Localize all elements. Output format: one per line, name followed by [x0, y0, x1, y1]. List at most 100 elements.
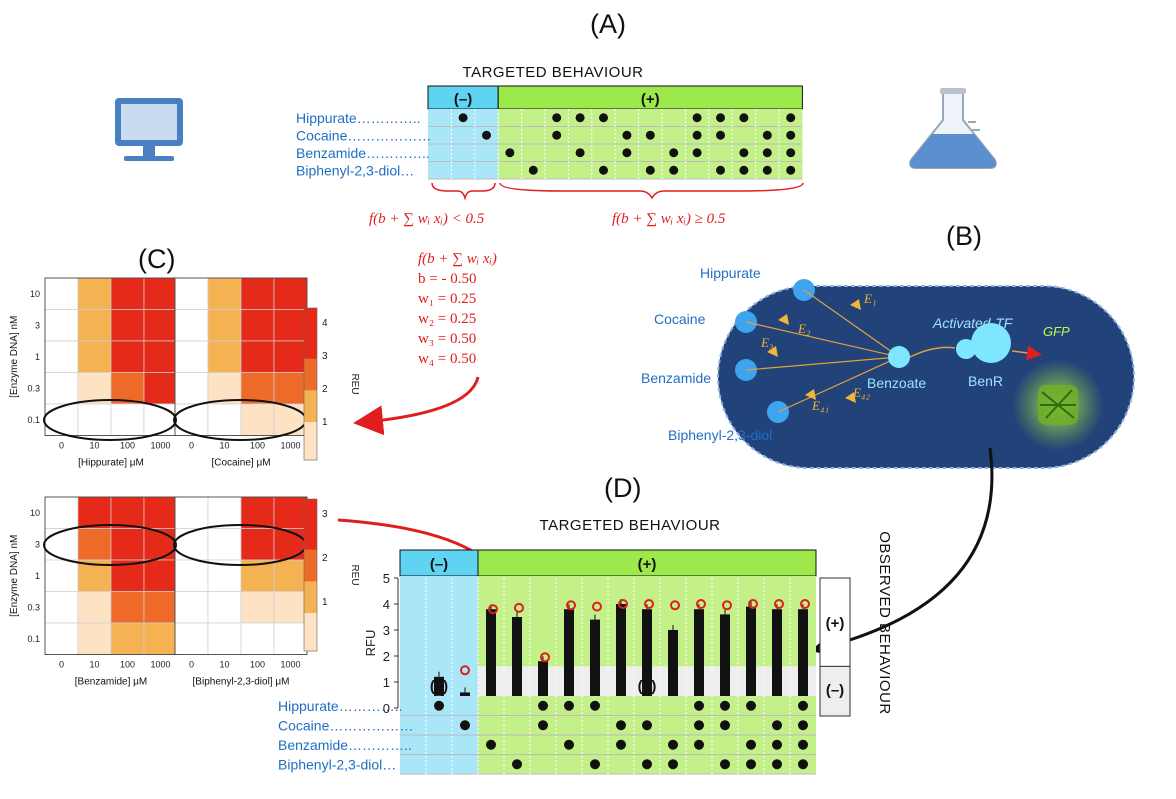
input-dot — [616, 739, 626, 750]
prediction-marker — [514, 602, 524, 613]
heatmap-y-tick: 3 — [35, 539, 40, 549]
colorbar-label: REU — [349, 564, 360, 585]
observed-neg-box — [819, 665, 851, 717]
heatmap-cell — [174, 309, 209, 342]
heatmap-y-tick: 1 — [35, 571, 40, 581]
heatmap-cell — [143, 277, 178, 310]
colorbar-border — [303, 498, 318, 652]
param-2: w₂ = 0.25 — [418, 311, 476, 327]
heatmap-x-label: [Cocaine] μM — [211, 458, 270, 469]
heatmap-cell — [174, 277, 209, 310]
heatmap-x-tick: 1000 — [280, 660, 300, 670]
heatmap-cell — [77, 372, 112, 405]
compound-label-hippurate: Hippurate………….. — [296, 110, 420, 126]
input-dot — [590, 700, 600, 711]
bar — [486, 609, 496, 708]
colorbar-step — [304, 428, 317, 436]
heatmap-cell — [77, 591, 112, 624]
input-dot — [552, 130, 562, 140]
bar — [746, 606, 756, 708]
heatmap-cell — [240, 496, 275, 529]
observed-pos-box — [819, 577, 851, 667]
input-dot — [458, 113, 468, 123]
bar — [668, 630, 678, 708]
prediction-marker — [540, 652, 550, 663]
input-dot — [786, 148, 796, 158]
colorbar-step — [304, 447, 317, 455]
input-dot — [642, 720, 652, 731]
compound-label-biphenyl-2-3-diol: Biphenyl-2,3-diol… — [296, 162, 414, 178]
colorbar-step — [304, 518, 317, 525]
heatmap-cell — [273, 403, 308, 436]
colorbar-step — [304, 434, 317, 442]
heatmap-cell — [44, 403, 79, 436]
observed-behaviour-label: OBSERVED BEHAVIOUR — [876, 531, 893, 715]
param-0: b = - 0.50 — [418, 271, 476, 287]
heatmap-cell — [207, 309, 242, 342]
heatmap-3: 0 10 100 1000[Benzamide] μM 10 3 1 0.3 0.1 [Enzym… — [9, 496, 178, 688]
formula-lt: f(b + ∑ wᵢ xᵢ) < 0.5 — [369, 211, 485, 227]
colorbar-step — [304, 587, 317, 595]
observed-pos-label: (+) — [826, 615, 845, 632]
heatmap-cell — [143, 340, 178, 373]
colorbar-tick: 2 — [322, 553, 328, 564]
input-dot — [694, 700, 704, 711]
bar — [434, 676, 444, 708]
colorbar-step — [304, 346, 317, 353]
brace-positive — [499, 182, 804, 200]
input-dot — [642, 759, 652, 770]
heatmap-cell — [44, 622, 79, 655]
heatmap-x-tick: 1000 — [280, 441, 300, 451]
compound-label-benzamide: Benzamide………….. — [296, 145, 430, 161]
input-dot — [669, 148, 679, 158]
heatmap-cell — [143, 622, 178, 655]
heatmap-cell — [273, 309, 308, 342]
prediction-marker — [722, 600, 732, 611]
colorbar-step — [304, 409, 317, 417]
colorbar-step — [304, 606, 317, 614]
heatmap-cell — [110, 340, 145, 373]
colorbar-step — [304, 575, 317, 582]
heatmap-cell — [44, 496, 79, 529]
heatmap-cell — [273, 340, 308, 373]
heatmap-x-tick: 1000 — [150, 441, 170, 451]
enzyme-e3: E₃ — [760, 335, 773, 350]
bar — [694, 609, 704, 708]
colorbar-step — [304, 358, 317, 366]
heatmap-y-tick: 0.1 — [27, 634, 40, 644]
y-tick-label: 3 — [383, 623, 390, 638]
heatmap-x-tick: 100 — [120, 660, 135, 670]
pos-header-label: (+) — [638, 678, 657, 695]
colorbar-tick: 1 — [322, 417, 328, 428]
colorbar-step — [304, 505, 317, 513]
heatmap-cell — [44, 528, 79, 561]
heatmap-cell — [143, 309, 178, 342]
bar — [512, 617, 522, 708]
input-dot — [645, 130, 655, 140]
heatmap-cell — [44, 277, 79, 310]
input-dot — [746, 700, 756, 711]
input-dot — [482, 130, 491, 140]
input-dot — [798, 720, 808, 731]
heatmap-cell — [143, 559, 178, 592]
heatmap-y-label: [Enzyme DNA] nM — [9, 316, 20, 398]
heatmap-x-tick: 1000 — [150, 660, 170, 670]
heatmap-y-tick: 10 — [30, 508, 40, 518]
heatmap-cell — [207, 528, 242, 561]
enzyme-e41: E₄₁ — [811, 398, 829, 413]
input-dot — [739, 148, 749, 158]
input-dot — [669, 165, 679, 175]
d-title: TARGETED BEHAVIOUR — [540, 517, 721, 534]
heatmap-x-label: [Biphenyl-2,3-diol] μM — [193, 677, 290, 688]
heatmap-x-tick: 10 — [89, 660, 99, 670]
input-dot — [786, 165, 796, 175]
colorbar-step — [304, 613, 317, 620]
heatmap-cell — [240, 277, 275, 310]
colorbar-step — [304, 619, 317, 627]
colorbar-tick: 2 — [322, 384, 328, 395]
weight-parameters: b = - 0.50 w₁ = 0.25 w₂ = 0.25 w₃ = 0.50 w₄ … — [418, 271, 476, 367]
heatmap-cell — [174, 559, 209, 592]
input-dot — [599, 165, 608, 175]
input-dot — [538, 700, 548, 711]
input-dot — [668, 739, 678, 750]
